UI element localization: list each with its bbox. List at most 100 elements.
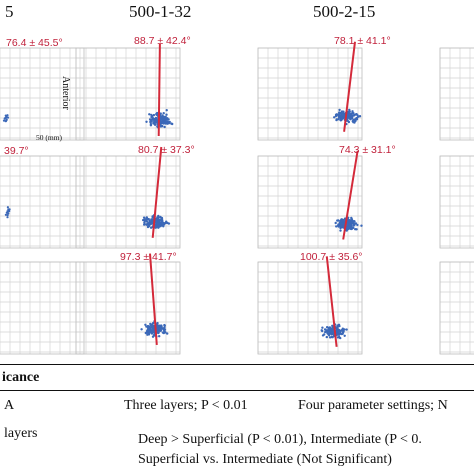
scatter-point <box>323 333 326 336</box>
scatter-point <box>165 113 168 116</box>
scatter-point <box>164 116 167 120</box>
scatter-point <box>163 324 166 327</box>
column-title: 500-2-15 <box>313 2 375 21</box>
scatter-point <box>338 335 341 339</box>
scatter-point <box>163 328 167 331</box>
scatter-point <box>153 119 156 123</box>
scatter-point <box>335 326 339 330</box>
scatter-point <box>354 118 357 122</box>
scatter-point <box>158 335 161 338</box>
scatter-point <box>158 324 161 327</box>
table-cell: Four parameter settings; N <box>298 398 448 413</box>
scatter-point <box>150 113 153 117</box>
column-title: 500-1-32 <box>129 2 191 21</box>
scatter-point <box>159 221 162 224</box>
panel-grid-lines <box>0 47 84 140</box>
scatter-point <box>340 226 343 229</box>
scatter-point <box>143 220 146 223</box>
scatter-point <box>3 117 6 120</box>
scatter-point <box>352 220 356 223</box>
angle-annotation: 74.3 ± 31.1° <box>339 144 396 156</box>
scatter-point <box>145 331 149 334</box>
scatter-point <box>340 114 343 118</box>
scatter-point <box>350 112 354 116</box>
scatter-point <box>337 328 340 331</box>
scatter-point <box>338 330 342 333</box>
scatter-point <box>162 221 165 224</box>
scatter-point <box>326 332 329 335</box>
scatter-point <box>321 326 324 329</box>
scatter-point <box>342 220 345 223</box>
scatter-point <box>157 222 160 225</box>
significance-table: icance A Three layers; P < 0.01 Four par… <box>0 362 474 474</box>
scatter-point <box>144 218 147 221</box>
scatter-point <box>6 211 9 214</box>
table-cell: Superficial vs. Intermediate (Not Signif… <box>138 452 392 467</box>
scatter-point <box>350 226 354 229</box>
scatter-point <box>143 223 146 226</box>
mean-orientation-vector <box>149 253 158 345</box>
scatter-point <box>155 220 158 224</box>
scatter-point <box>328 326 332 329</box>
scatter-point <box>149 326 152 329</box>
angle-annotation: 100.7 ± 35.6° <box>300 251 363 263</box>
panel-frame <box>75 155 181 249</box>
scatter-point <box>340 332 343 336</box>
scatter-point <box>338 112 342 115</box>
scatter-point <box>324 328 327 331</box>
panel-grid-lines <box>439 155 474 248</box>
scatter-point <box>352 222 355 225</box>
scatter-point <box>358 115 362 118</box>
panel-frame <box>257 47 363 141</box>
scatter-point <box>157 225 160 228</box>
scatter-point <box>329 329 332 333</box>
scatter-point <box>330 332 333 336</box>
scatter-point <box>321 329 324 333</box>
scatter-point <box>166 332 169 335</box>
scatter-point <box>151 335 155 338</box>
scatter-point <box>353 114 356 117</box>
scatter-point <box>355 228 358 231</box>
panel-grid-lines <box>0 155 84 248</box>
scatter-point <box>340 328 344 332</box>
mean-orientation-vector <box>325 256 338 347</box>
scatter-point <box>148 118 152 121</box>
scatter-point <box>162 112 165 115</box>
anterior-label: Anterior <box>60 76 71 111</box>
scatter-point <box>348 113 351 116</box>
scatter-point <box>350 221 353 224</box>
angle-annotation: 97.3 ± 41.7° <box>120 251 177 263</box>
scatter-point <box>146 218 149 221</box>
panel-frame <box>75 261 181 355</box>
scatter-point <box>335 225 338 228</box>
angle-annotation: 39.7° <box>4 145 29 157</box>
panel-grid-lines <box>75 261 180 354</box>
scatter-point <box>5 115 8 118</box>
scatter-point <box>349 118 352 121</box>
scatter-point <box>154 117 158 120</box>
scatter-point <box>351 110 354 113</box>
scatter-point <box>341 116 344 120</box>
panel-grid-lines <box>439 47 474 140</box>
scatter-point <box>339 222 342 225</box>
scatter-point <box>352 224 356 227</box>
scatter-point <box>149 324 152 327</box>
scatter-point <box>5 118 8 121</box>
panel-grid-lines <box>257 47 362 140</box>
scatter-point <box>165 109 168 112</box>
panel-frame <box>257 155 363 249</box>
scatter-point <box>348 221 351 224</box>
scatter-point <box>350 216 353 220</box>
scatter-point <box>327 334 331 337</box>
scatter-point <box>140 328 143 331</box>
scatter-point <box>337 115 340 118</box>
scatter-point <box>337 118 340 121</box>
table-row-label: layers <box>4 426 38 441</box>
scatter-point <box>170 122 173 125</box>
mean-orientation-vector <box>343 41 356 132</box>
scatter-point <box>328 336 332 339</box>
table-row-label: A <box>4 398 15 413</box>
scatter-point <box>4 213 7 216</box>
scatter-point <box>159 329 162 332</box>
